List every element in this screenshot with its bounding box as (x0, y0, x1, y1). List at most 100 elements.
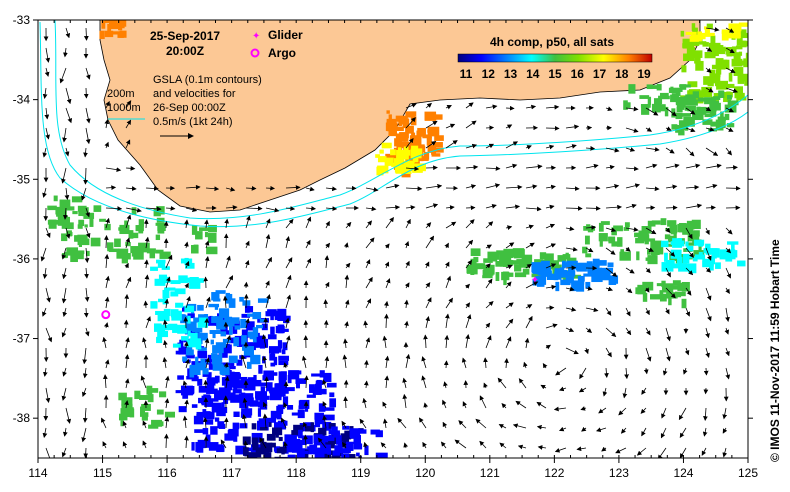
sst-pixel (370, 429, 380, 435)
sst-pixel (682, 43, 687, 48)
velocity-arrow (122, 420, 128, 429)
sst-pixel (252, 334, 257, 343)
velocity-arrow (224, 375, 230, 389)
velocity-arrow (42, 427, 48, 438)
sst-pixel (196, 332, 200, 342)
sst-pixel (155, 222, 168, 226)
velocity-arrow (142, 337, 147, 349)
sst-pixel (353, 443, 363, 450)
sst-pixel (124, 404, 131, 412)
sst-pixel (228, 325, 233, 335)
velocity-arrow (425, 297, 432, 309)
sst-pixel (677, 223, 688, 233)
sst-pixel (403, 144, 415, 152)
sst-pixel (186, 340, 197, 348)
sst-pixel (466, 268, 475, 274)
velocity-arrow (615, 447, 627, 454)
sst-pixel (59, 199, 71, 210)
velocity-arrow (645, 347, 652, 362)
colorbar-tick-label: 16 (571, 67, 585, 81)
sst-pixel (531, 273, 544, 278)
velocity-arrow (504, 358, 509, 369)
sst-pixel (268, 422, 272, 427)
sst-pixel (175, 350, 187, 355)
sst-pixel (327, 449, 332, 455)
sst-pixel (687, 226, 693, 233)
sst-pixel (101, 20, 106, 29)
velocity-arrow (685, 107, 696, 115)
velocity-arrow (585, 145, 596, 151)
velocity-arrow (164, 416, 170, 429)
sst-pixel (208, 303, 220, 308)
sst-pixel (184, 385, 195, 394)
sst-pixel (357, 429, 367, 434)
velocity-arrow (584, 347, 589, 355)
velocity-arrow (203, 417, 208, 429)
sst-pixel (118, 413, 128, 421)
velocity-arrow (445, 140, 458, 149)
sst-pixel (731, 241, 735, 251)
velocity-arrow (42, 267, 48, 280)
velocity-arrow (324, 255, 330, 269)
sst-pixel (392, 123, 398, 129)
velocity-arrow (625, 166, 639, 172)
sst-pixel (117, 20, 124, 26)
sst-pixel (218, 349, 228, 358)
sst-pixel (250, 354, 261, 365)
velocity-arrow (184, 358, 190, 369)
velocity-arrow (665, 147, 675, 154)
sst-pixel (270, 351, 275, 355)
sst-pixel (128, 232, 139, 239)
sst-pixel (239, 398, 249, 409)
velocity-arrow (105, 275, 110, 289)
velocity-arrow (125, 337, 130, 349)
velocity-arrow (245, 185, 257, 191)
velocity-arrow (525, 145, 532, 150)
sst-pixel (253, 374, 257, 383)
velocity-arrow (343, 242, 349, 249)
sst-pixel (282, 396, 289, 406)
sst-pixel (236, 359, 243, 366)
sst-pixel (112, 31, 121, 35)
sst-pixel (298, 429, 303, 439)
velocity-arrow (84, 267, 89, 279)
sst-pixel (326, 382, 337, 388)
sst-pixel (414, 148, 423, 155)
sst-pixel (664, 106, 669, 117)
velocity-arrow (565, 347, 579, 355)
sst-pixel (323, 372, 332, 383)
sst-pixel (556, 264, 562, 272)
sst-pixel (715, 262, 721, 269)
sst-pixel (554, 268, 563, 276)
velocity-arrow (517, 444, 527, 450)
sst-pixel (130, 246, 139, 254)
sst-pixel (401, 165, 412, 174)
velocity-arrow (705, 247, 712, 261)
sst-pixel (211, 402, 222, 413)
sst-pixel (301, 457, 313, 458)
sst-pixel (399, 136, 409, 141)
velocity-arrow (223, 417, 229, 429)
sst-pixel (155, 249, 164, 254)
sst-pixel (694, 254, 706, 260)
sst-pixel (726, 94, 733, 100)
velocity-arrow (685, 307, 691, 317)
velocity-arrow (620, 427, 627, 434)
sst-pixel (220, 331, 227, 337)
velocity-arrow (225, 205, 238, 210)
velocity-arrow (725, 165, 738, 170)
sst-pixel (288, 370, 300, 380)
velocity-arrow (585, 286, 593, 291)
sst-pixel (208, 224, 217, 233)
sst-pixel (257, 298, 269, 303)
sst-pixel (650, 294, 661, 300)
velocity-arrow (322, 401, 327, 409)
sst-pixel (434, 135, 444, 141)
velocity-arrow (601, 446, 607, 452)
velocity-arrow (122, 441, 128, 449)
velocity-arrow (305, 186, 315, 192)
sst-pixel (222, 338, 231, 344)
sst-pixel (191, 225, 198, 235)
velocity-arrow (42, 147, 48, 158)
sst-pixel (718, 90, 725, 98)
